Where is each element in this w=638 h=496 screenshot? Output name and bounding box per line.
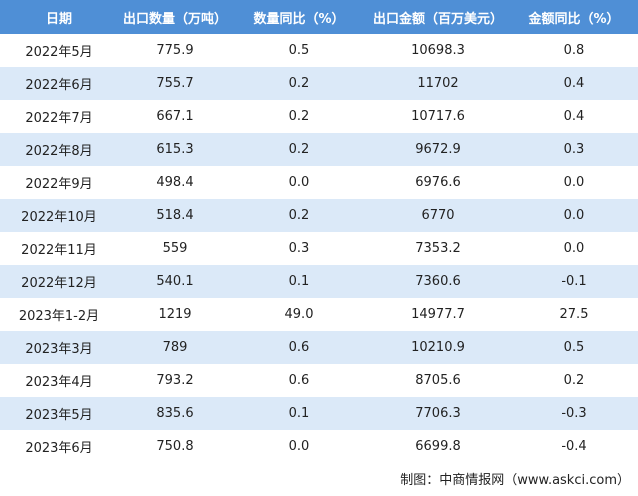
cell-export-quantity: 1219: [158, 307, 192, 322]
header-quantity-yoy: 数量同比（%）: [253, 11, 345, 27]
cell-date: 2023年6月: [25, 441, 93, 456]
cell-quantity-yoy: 0.6: [288, 340, 310, 355]
cell-export-quantity: 615.3: [156, 142, 194, 157]
cell-quantity-yoy: 0.2: [288, 208, 310, 223]
cell-amount-yoy: 0.8: [563, 43, 585, 58]
cell-export-amount: 6770: [421, 208, 455, 223]
table-row: 2023年3月 789 0.6 10210.9 0.5: [0, 331, 638, 364]
cell-date: 2023年1-2月: [18, 309, 100, 324]
table-row: 2023年1-2月 1219 49.0 14977.7 27.5: [0, 298, 638, 331]
cell-export-amount: 7353.2: [415, 241, 461, 256]
header-export-amount: 出口金额（百万美元）: [372, 11, 503, 27]
cell-export-quantity: 775.9: [156, 43, 194, 58]
cell-export-amount: 14977.7: [411, 307, 465, 322]
cell-amount-yoy: 0.2: [563, 373, 585, 388]
cell-date: 2022年9月: [25, 177, 93, 192]
table-row: 2022年10月 518.4 0.2 6770 0.0: [0, 199, 638, 232]
cell-amount-yoy: 0.5: [563, 340, 585, 355]
cell-export-quantity: 789: [162, 340, 188, 355]
cell-export-quantity: 835.6: [156, 406, 194, 421]
cell-amount-yoy: 0.3: [563, 142, 585, 157]
cell-date: 2022年12月: [21, 276, 97, 291]
table-row: 2023年6月 750.8 0.0 6699.8 -0.4: [0, 430, 638, 463]
cell-export-amount: 7360.6: [415, 274, 461, 289]
table-row: 2022年8月 615.3 0.2 9672.9 0.3: [0, 133, 638, 166]
cell-export-quantity: 755.7: [156, 76, 194, 91]
cell-export-amount: 10717.6: [411, 109, 465, 124]
table-row: 2022年7月 667.1 0.2 10717.6 0.4: [0, 100, 638, 133]
cell-quantity-yoy: 0.5: [288, 43, 310, 58]
cell-amount-yoy: 27.5: [559, 307, 589, 322]
cell-date: 2022年8月: [25, 144, 93, 159]
cell-export-quantity: 498.4: [156, 175, 194, 190]
cell-amount-yoy: 0.4: [563, 76, 585, 91]
cell-export-amount: 10210.9: [411, 340, 465, 355]
table-body: 2022年5月 775.9 0.5 10698.3 0.8 2022年6月 755.7 0.2…: [0, 34, 638, 463]
cell-date: 2022年5月: [25, 45, 93, 60]
cell-export-amount: 10698.3: [411, 43, 465, 58]
data-table: 日期 出口数量（万吨） 数量同比（%） 出口金额（百万美元） 金额同比（%） 2…: [0, 0, 638, 463]
cell-export-amount: 11702: [417, 76, 459, 91]
cell-export-amount: 7706.3: [415, 406, 461, 421]
header-export-quantity: 出口数量（万吨）: [122, 11, 227, 27]
cell-quantity-yoy: 0.1: [288, 406, 310, 421]
table-row: 2022年11月 559 0.3 7353.2 0.0: [0, 232, 638, 265]
cell-quantity-yoy: 0.1: [288, 274, 310, 289]
table-row: 2022年9月 498.4 0.0 6976.6 0.0: [0, 166, 638, 199]
cell-quantity-yoy: 0.0: [288, 439, 310, 454]
table-row: 2023年4月 793.2 0.6 8705.6 0.2: [0, 364, 638, 397]
cell-amount-yoy: -0.1: [561, 274, 587, 289]
cell-amount-yoy: -0.3: [561, 406, 587, 421]
cell-amount-yoy: 0.0: [563, 208, 585, 223]
cell-export-quantity: 667.1: [156, 109, 194, 124]
cell-quantity-yoy: 0.2: [288, 76, 310, 91]
header-date: 日期: [45, 11, 72, 27]
cell-date: 2023年4月: [25, 375, 93, 390]
cell-date: 2022年6月: [25, 78, 93, 93]
cell-quantity-yoy: 0.2: [288, 109, 310, 124]
cell-amount-yoy: -0.4: [561, 439, 587, 454]
cell-export-quantity: 750.8: [156, 439, 194, 454]
cell-export-quantity: 793.2: [156, 373, 194, 388]
table-row: 2023年5月 835.6 0.1 7706.3 -0.3: [0, 397, 638, 430]
header-amount-yoy: 金额同比（%）: [528, 11, 620, 27]
table-row: 2022年5月 775.9 0.5 10698.3 0.8: [0, 34, 638, 67]
cell-date: 2022年10月: [21, 210, 97, 225]
cell-date: 2023年5月: [25, 408, 93, 423]
cell-amount-yoy: 0.4: [563, 109, 585, 124]
cell-amount-yoy: 0.0: [563, 241, 585, 256]
table-row: 2022年12月 540.1 0.1 7360.6 -0.1: [0, 265, 638, 298]
cell-export-amount: 6699.8: [415, 439, 461, 454]
cell-quantity-yoy: 0.3: [288, 241, 310, 256]
cell-date: 2022年7月: [25, 111, 93, 126]
source-caption: 制图：中商情报网（www.askci.com）: [400, 473, 630, 488]
cell-quantity-yoy: 49.0: [284, 307, 314, 322]
cell-export-quantity: 518.4: [156, 208, 194, 223]
cell-export-quantity: 559: [162, 241, 188, 256]
cell-quantity-yoy: 0.0: [288, 175, 310, 190]
cell-export-amount: 8705.6: [415, 373, 461, 388]
cell-date: 2022年11月: [21, 243, 97, 258]
cell-export-amount: 9672.9: [415, 142, 461, 157]
cell-export-amount: 6976.6: [415, 175, 461, 190]
cell-date: 2023年3月: [25, 342, 93, 357]
cell-quantity-yoy: 0.6: [288, 373, 310, 388]
table-header: 日期 出口数量（万吨） 数量同比（%） 出口金额（百万美元） 金额同比（%）: [0, 0, 638, 34]
cell-quantity-yoy: 0.2: [288, 142, 310, 157]
cell-export-quantity: 540.1: [156, 274, 194, 289]
table-row: 2022年6月 755.7 0.2 11702 0.4: [0, 67, 638, 100]
cell-amount-yoy: 0.0: [563, 175, 585, 190]
